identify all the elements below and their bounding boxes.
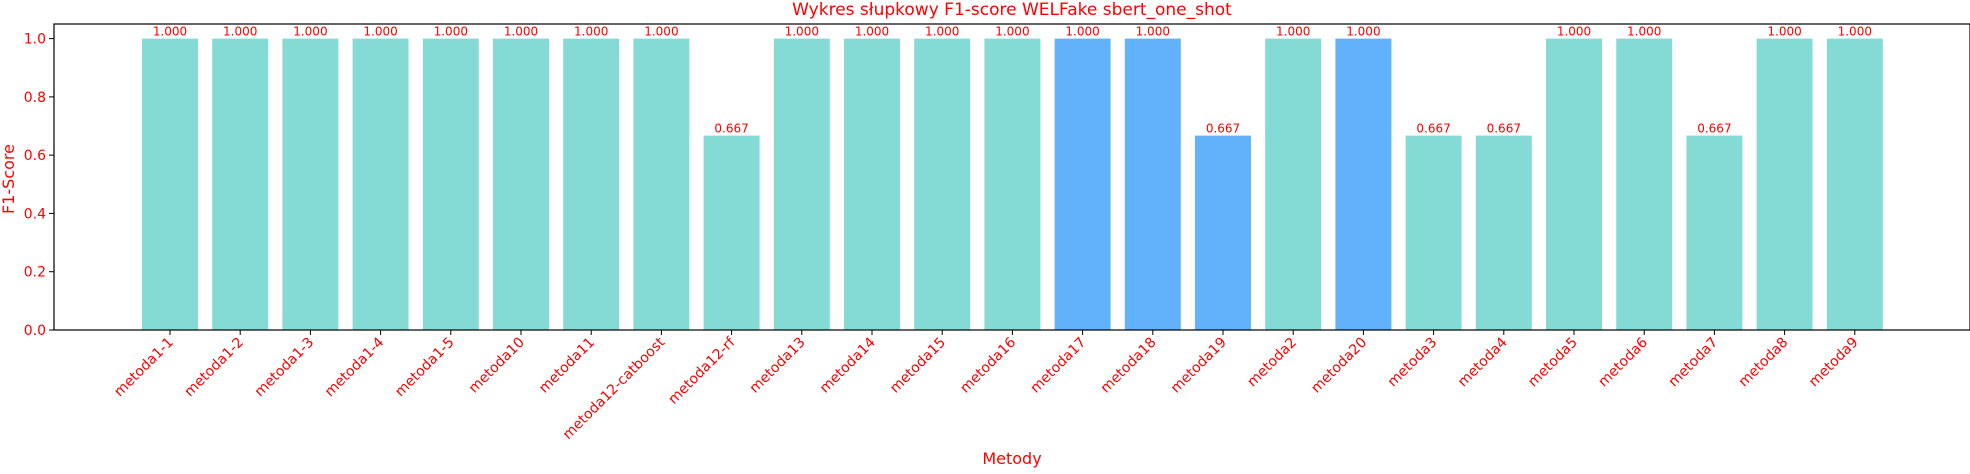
x-tick-label-metoda19: metoda19 [1168,335,1230,397]
value-label-metoda12-catboost: 1.000 [644,25,678,39]
x-tick-label-metoda11: metoda11 [536,335,598,397]
bar-metoda1-5 [422,38,479,330]
value-label-metoda1-2: 1.000 [223,25,257,39]
bar-metoda18 [1124,38,1181,330]
bar-metoda1-3 [282,38,339,330]
y-tick-label-0.6: 0.6 [24,148,46,164]
y-tick-label-0.8: 0.8 [24,90,46,106]
x-tick-label-metoda9: metoda9 [1806,335,1862,391]
x-tick-label-metoda12-rf: metoda12-rf [665,334,739,408]
x-tick-label-metoda13: metoda13 [747,335,809,397]
bar-metoda3 [1405,135,1462,330]
x-tick-label-metoda17: metoda17 [1027,335,1089,397]
value-label-metoda7: 0.667 [1697,122,1731,136]
bar-metoda12-catboost [633,38,690,330]
x-tick-label-metoda14: metoda14 [817,334,879,396]
x-tick-label-metoda1-5: metoda1-5 [392,335,458,401]
bar-metoda11 [563,38,620,330]
bar-metoda14 [844,38,900,330]
x-tick-label-metoda3: metoda3 [1385,335,1441,391]
value-label-metoda12-rf: 0.667 [714,122,748,136]
bar-metoda19 [1195,135,1251,330]
y-tick-label-0.2: 0.2 [24,265,46,281]
bars-layer [142,38,1883,330]
bar-metoda1-4 [352,38,409,330]
bar-metoda13 [773,38,830,330]
bar-metoda5 [1546,38,1602,330]
value-label-metoda4: 0.667 [1487,122,1521,136]
x-tick-label-metoda16: metoda16 [957,334,1019,396]
value-label-metoda1-5: 1.000 [434,25,468,39]
y-tick-label-0.0: 0.0 [24,323,46,339]
bar-metoda8 [1756,38,1813,330]
value-label-metoda20: 1.000 [1346,25,1380,39]
x-tick-label-metoda8: metoda8 [1736,335,1792,391]
value-label-metoda1-1: 1.000 [153,25,187,39]
value-label-metoda11: 1.000 [574,25,608,39]
x-tick-label-metoda4: metoda4 [1455,334,1511,390]
x-tick-label-metoda20: metoda20 [1308,335,1370,397]
bar-metoda1-2 [212,38,269,330]
value-label-metoda18: 1.000 [1136,25,1170,39]
x-tick-label-metoda15: metoda15 [887,335,949,397]
y-axis-label: F1-Score [0,144,18,214]
x-tick-label-metoda1-1: metoda1-1 [111,335,177,401]
y-tick-label-0.4: 0.4 [24,206,46,222]
value-label-metoda1-4: 1.000 [363,25,397,39]
x-axis-label: Metody [982,449,1041,468]
value-label-metoda6: 1.000 [1627,25,1661,39]
value-label-metoda2: 1.000 [1276,25,1310,39]
value-labels-layer: 1.000 1.000 1.000 1.000 1.000 1.000 1.000 1.000… [153,25,1872,136]
x-tick-label-metoda18: metoda18 [1098,335,1160,397]
plot-frame [53,23,1970,331]
bar-metoda6 [1616,38,1673,330]
x-tick-label-metoda7: metoda7 [1666,335,1722,391]
value-label-metoda16: 1.000 [995,25,1029,39]
bar-metoda12-rf [703,135,760,330]
x-tick-label-metoda2: metoda2 [1244,335,1300,391]
bar-metoda2 [1265,38,1322,330]
value-label-metoda5: 1.000 [1557,25,1591,39]
value-label-metoda13: 1.000 [785,25,819,39]
value-label-metoda10: 1.000 [504,25,538,39]
value-label-metoda1-3: 1.000 [293,25,327,39]
chart-title: Wykres słupkowy F1-score WELFake sbert_o… [792,0,1232,20]
bar-metoda9 [1826,38,1883,330]
bar-metoda20 [1335,38,1392,330]
x-tick-label-metoda1-3: metoda1-3 [252,335,318,401]
bar-metoda10 [493,38,549,330]
value-label-metoda3: 0.667 [1416,122,1450,136]
x-axis-ticks: metoda1-1 metoda1-2 metoda1-3 metoda1-4 meto… [111,330,1862,443]
x-tick-label-metoda1-4: metoda1-4 [322,334,388,400]
value-label-metoda19: 0.667 [1206,122,1240,136]
value-label-metoda15: 1.000 [925,25,959,39]
y-tick-label-1.0: 1.0 [24,32,46,48]
bar-metoda7 [1686,135,1743,330]
y-axis-ticks: 0.0 0.2 0.4 0.6 0.8 1.0 [24,32,54,339]
x-tick-label-metoda6: metoda6 [1595,334,1651,390]
value-label-metoda8: 1.000 [1767,25,1801,39]
x-tick-label-metoda10: metoda10 [466,335,528,397]
value-label-metoda9: 1.000 [1838,25,1872,39]
bar-metoda4 [1475,135,1532,330]
value-label-metoda14: 1.000 [855,25,889,39]
bar-metoda1-1 [142,38,198,330]
bar-metoda16 [984,38,1041,330]
x-tick-label-metoda5: metoda5 [1525,335,1581,391]
bar-metoda17 [1054,38,1111,330]
bar-metoda15 [914,38,971,330]
x-tick-label-metoda1-2: metoda1-2 [182,335,248,401]
value-label-metoda17: 1.000 [1065,25,1099,39]
